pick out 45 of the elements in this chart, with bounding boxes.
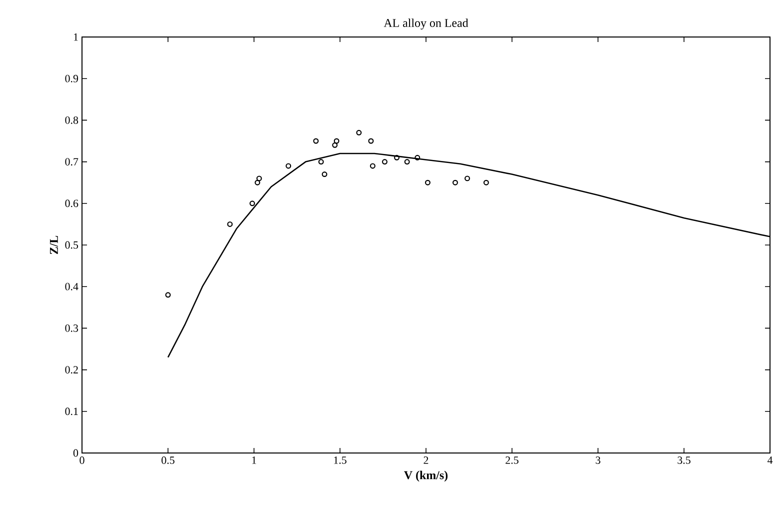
x-tick-label: 1.5 xyxy=(334,456,346,464)
point xyxy=(334,138,340,144)
y-tick-label: 0.6 xyxy=(65,200,78,208)
x-tick-label: 0.5 xyxy=(162,456,174,464)
y-tick-label: 0.5 xyxy=(65,241,78,249)
y-tick-label: 0.7 xyxy=(65,158,78,166)
x-tick-label: 3.5 xyxy=(678,456,690,464)
y-tick-label: 0.8 xyxy=(65,116,78,124)
point xyxy=(318,159,324,165)
point xyxy=(286,163,292,169)
point xyxy=(368,138,374,144)
point xyxy=(165,292,171,298)
point xyxy=(254,180,260,186)
point xyxy=(332,142,338,148)
point xyxy=(250,200,256,206)
x-tick-label: 2.5 xyxy=(506,456,518,464)
chart-title: AL alloy on Lead xyxy=(384,18,468,30)
point xyxy=(382,159,388,165)
x-tick-label: 4 xyxy=(767,456,773,464)
point xyxy=(356,130,362,136)
y-tick-label: 1 xyxy=(74,33,78,41)
y-tick-label: 0.9 xyxy=(65,74,78,82)
point xyxy=(370,163,376,169)
point xyxy=(452,180,458,186)
point xyxy=(394,154,400,160)
x-tick-label: 0 xyxy=(80,456,84,464)
point xyxy=(483,180,489,186)
point xyxy=(313,138,319,144)
point xyxy=(414,154,420,160)
y-tick-label: 0.3 xyxy=(65,324,78,332)
y-tick-label: 0 xyxy=(73,449,78,457)
y-tick-label: 0.2 xyxy=(65,366,78,374)
point xyxy=(464,176,470,182)
point xyxy=(227,221,233,227)
point xyxy=(322,172,328,178)
point xyxy=(256,176,262,182)
y-axis-title: Z/L xyxy=(50,236,58,254)
y-tick-label: 0.1 xyxy=(65,408,78,416)
x-tick-label: 1 xyxy=(252,456,256,464)
x-tick-label: 3 xyxy=(596,456,600,464)
x-tick-label: 2 xyxy=(424,456,428,464)
point xyxy=(404,159,410,165)
x-axis-title: V (km/s) xyxy=(404,470,448,482)
point xyxy=(424,180,430,186)
y-tick-label: 0.4 xyxy=(65,282,78,290)
